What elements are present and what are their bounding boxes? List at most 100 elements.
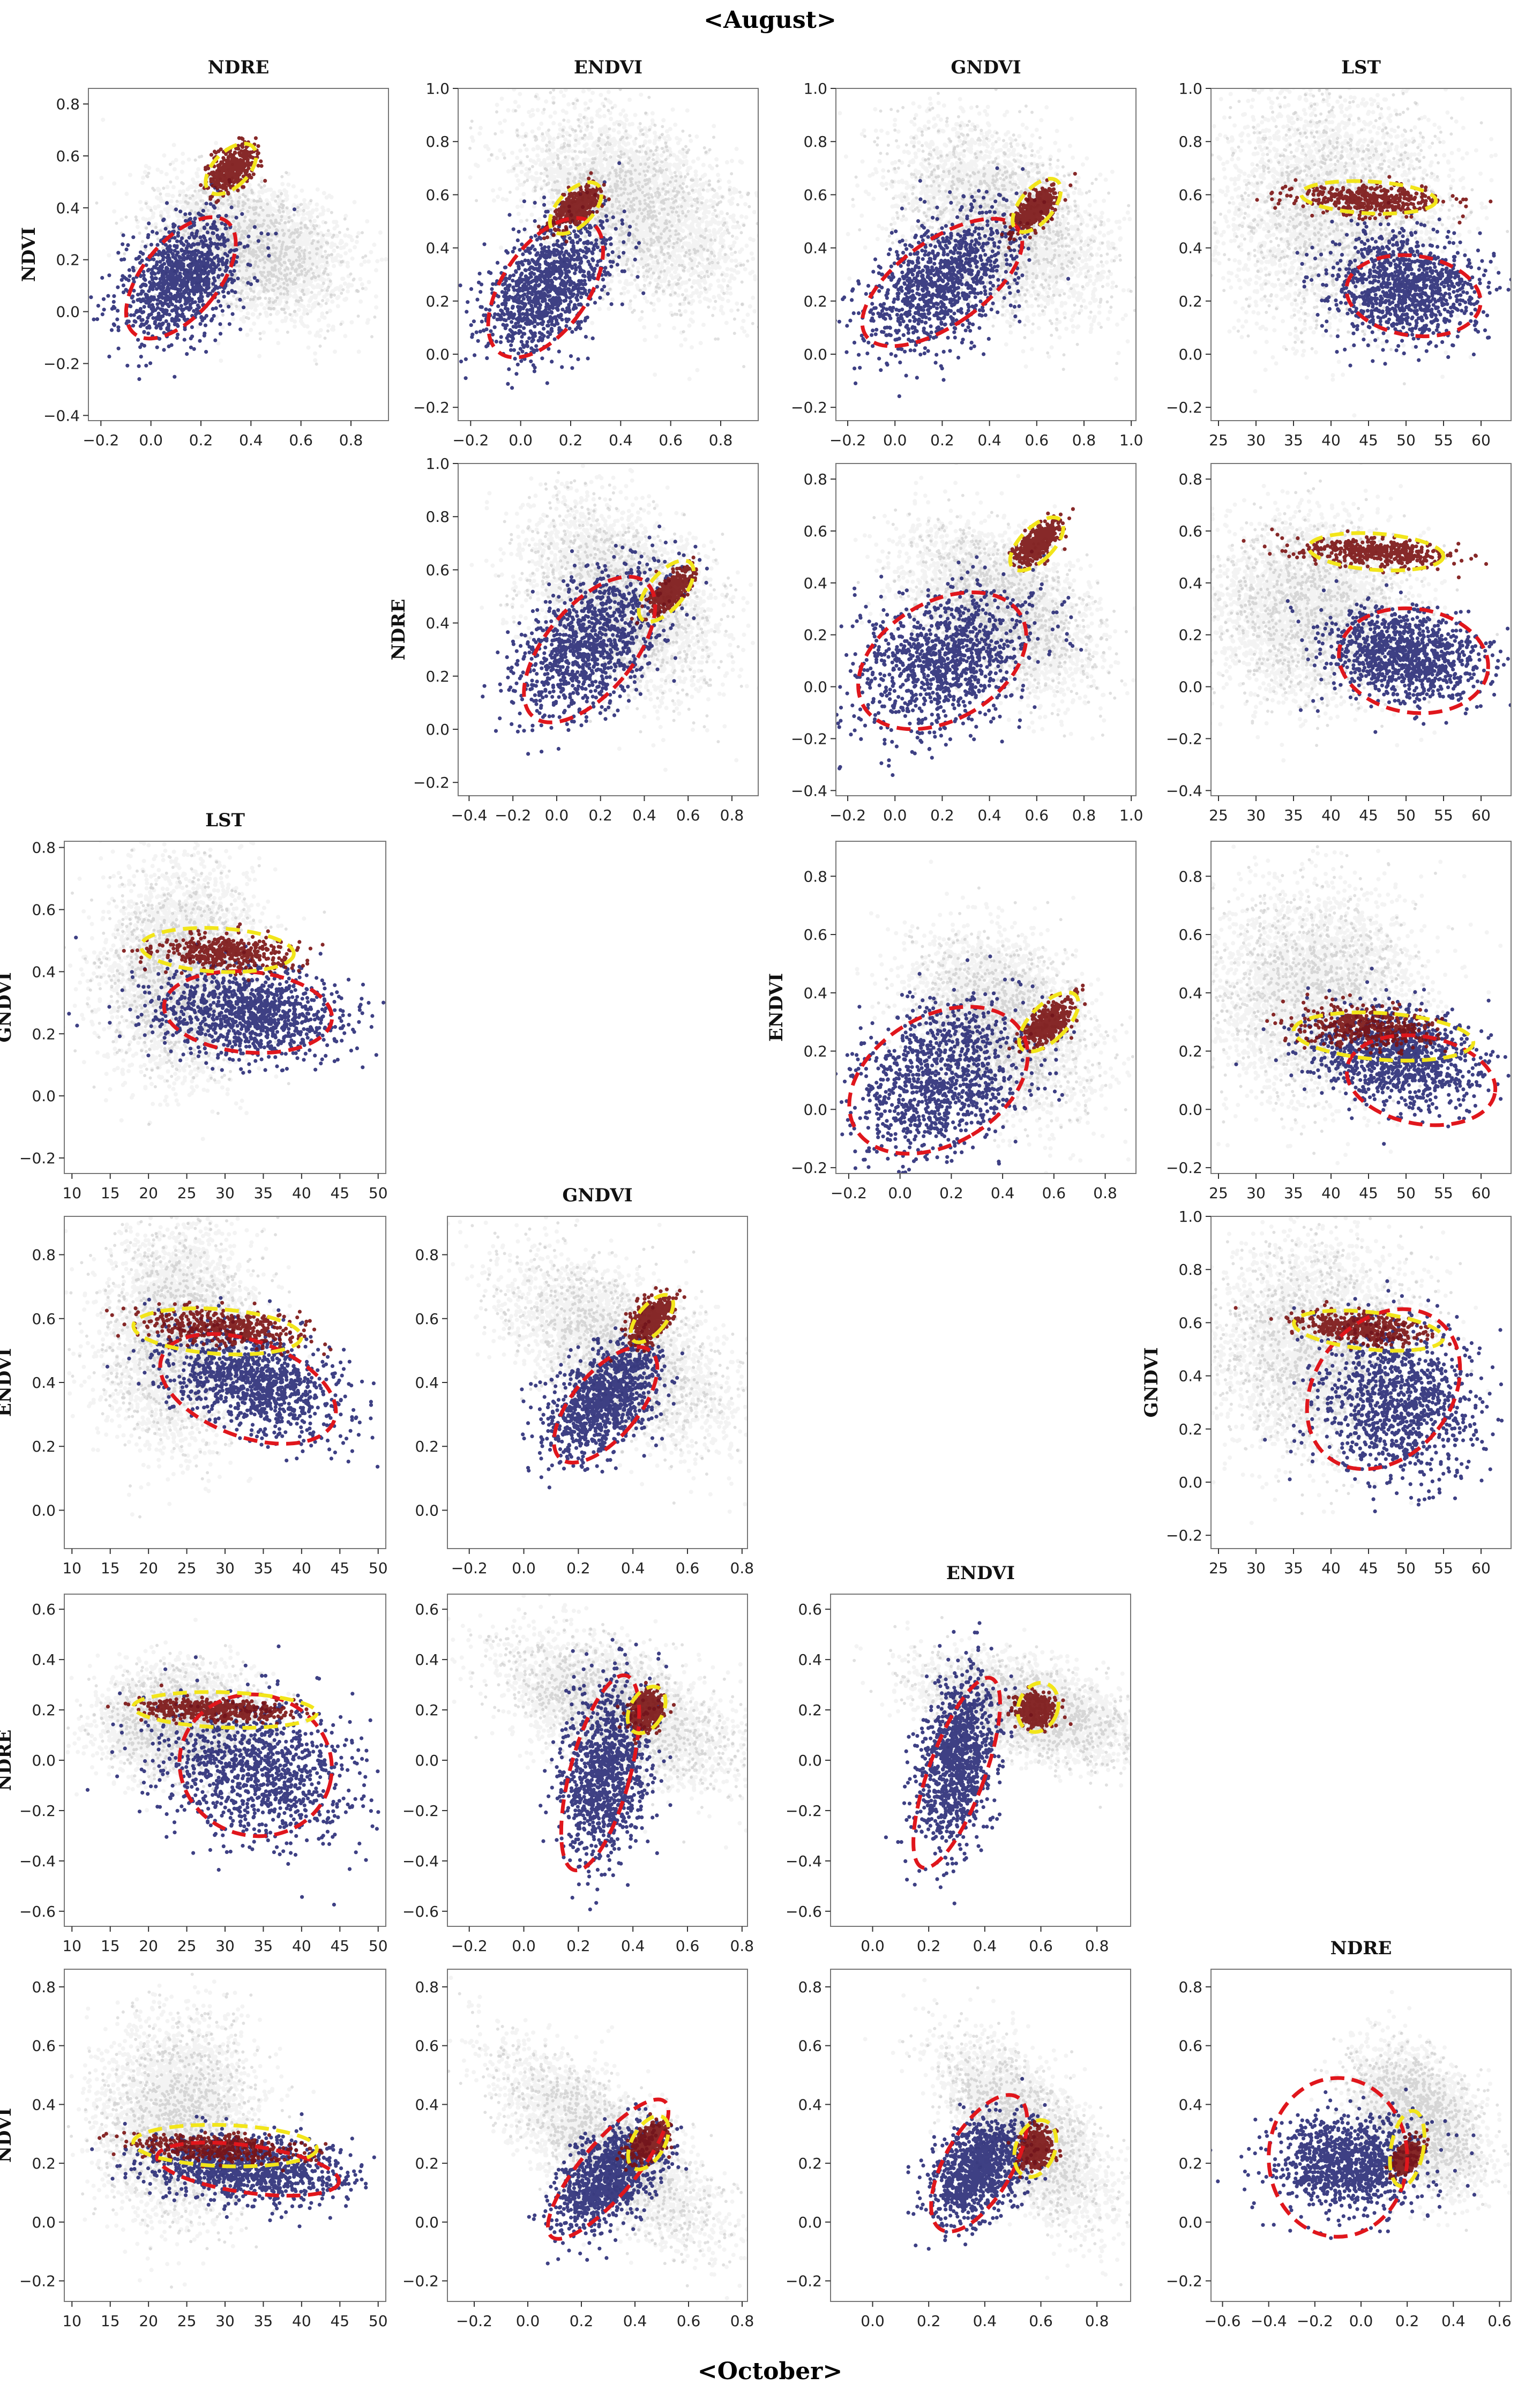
- y-tick-label: 0.0: [415, 1501, 439, 1519]
- x-tick-label: 0.6: [677, 2312, 701, 2330]
- x-tick-label: 0.0: [509, 431, 533, 449]
- x-tick-label: 0.0: [512, 1937, 536, 1955]
- x-tick-label: 45: [1359, 806, 1378, 824]
- x-axis: −0.2 0.0 0.2 0.4 0.6 0.8: [452, 421, 732, 449]
- y-tick-label: −0.2: [1166, 730, 1202, 748]
- x-tick-label: 45: [330, 1937, 349, 1955]
- panel-title: GNDVI: [562, 1185, 632, 1206]
- x-tick-label: 0.6: [1025, 806, 1049, 824]
- x-tick-label: 1.0: [1119, 431, 1143, 449]
- scatter-panel-13: 25 30 35 40 45 50 55 60−0.20.00.20.40.60.81.0GN…: [1141, 1170, 1527, 1577]
- x-tick-label: 55: [1434, 806, 1453, 824]
- x-tick-label: 0.2: [570, 2312, 594, 2330]
- y-tick-label: 0.8: [798, 1978, 822, 1996]
- y-tick-label: −0.2: [413, 399, 450, 416]
- y-tick-label: 0.2: [798, 2155, 822, 2172]
- x-axis: 25 30 35 40 45 50 55 60: [1209, 421, 1491, 449]
- x-tick-label: 30: [215, 1937, 235, 1955]
- y-tick-label: 0.2: [1178, 626, 1202, 644]
- y-tick-label: 0.2: [415, 1701, 439, 1719]
- x-tick-label: 45: [330, 2312, 349, 2330]
- y-tick-label: 0.2: [32, 1025, 56, 1043]
- x-tick-label: 10: [62, 2312, 81, 2330]
- y-tick-label: 0.0: [32, 1087, 56, 1105]
- y-tick-label: −0.2: [19, 2273, 56, 2290]
- x-tick-label: 0.8: [730, 1937, 754, 1955]
- y-tick-label: 0.4: [56, 199, 80, 217]
- x-tick-label: 35: [1284, 806, 1303, 824]
- y-tick-label: 0.6: [798, 2037, 822, 2055]
- x-tick-label: 0.2: [566, 1559, 590, 1577]
- x-tick-label: 0.0: [139, 431, 163, 449]
- y-tick-label: 0.8: [1178, 470, 1202, 488]
- x-tick-label: 30: [1246, 431, 1266, 449]
- x-tick-label: 25: [1209, 1559, 1228, 1577]
- y-tick-label: 0.4: [803, 240, 827, 257]
- scatter-panel-20: −0.6 −0.4 −0.2 0.0 0.2 0.4 0.6−0.20.00.20.40.6…: [1166, 1938, 1528, 2330]
- x-tick-label: 20: [139, 2312, 158, 2330]
- x-axis: 25 30 35 40 45 50 55 60: [1209, 1549, 1491, 1577]
- panel-ylabel: NDVI: [0, 2108, 16, 2163]
- y-tick-label: 0.4: [415, 1651, 439, 1669]
- x-tick-label: 0.0: [545, 806, 569, 824]
- y-tick-label: 0.8: [415, 1978, 439, 1996]
- x-tick-label: 0.8: [730, 1559, 754, 1577]
- y-tick-label: 0.4: [425, 240, 450, 257]
- y-tick-label: 0.2: [1178, 2155, 1202, 2172]
- x-tick-label: 0.4: [623, 2312, 647, 2330]
- scatter-panel-14: 10 15 20 25 30 35 40 45 50−0.6−0.4−0.20.00.20.40…: [0, 1594, 395, 1955]
- y-tick-label: 0.0: [415, 2214, 439, 2231]
- y-tick-label: 0.0: [32, 1752, 56, 1769]
- x-tick-label: 35: [254, 1559, 273, 1577]
- y-axis: −0.6−0.4−0.20.00.20.40.6: [786, 1601, 831, 1920]
- y-tick-label: 0.4: [32, 963, 56, 981]
- x-tick-label: −0.4: [1251, 2312, 1287, 2330]
- x-tick-label: 50: [369, 1184, 388, 1202]
- x-tick-label: 0.6: [289, 431, 313, 449]
- x-tick-label: 30: [215, 2312, 235, 2330]
- y-tick-label: 0.6: [32, 1601, 56, 1618]
- x-tick-label: 0.2: [1395, 2312, 1419, 2330]
- x-axis: −0.2 0.0 0.2 0.4 0.6 0.8: [83, 421, 363, 449]
- x-tick-label: 35: [254, 1937, 273, 1955]
- y-tick-label: 0.0: [1178, 678, 1202, 696]
- y-tick-label: 0.4: [1178, 1367, 1202, 1385]
- y-tick-label: 0.8: [1178, 1261, 1202, 1279]
- y-tick-label: 0.6: [1178, 926, 1202, 944]
- y-axis: −0.20.00.20.40.60.81.0: [413, 80, 458, 416]
- scatter-panel-17: 10 15 20 25 30 35 40 45 50−0.20.00.20.40.60.8NDV…: [0, 1947, 434, 2330]
- x-tick-label: 0.8: [1072, 806, 1096, 824]
- x-tick-label: 15: [101, 2312, 120, 2330]
- y-tick-label: −0.4: [43, 407, 80, 424]
- y-tick-label: 0.6: [56, 147, 80, 165]
- x-tick-label: 0.2: [930, 431, 954, 449]
- y-axis: −0.20.00.20.40.60.8: [402, 1978, 447, 2290]
- x-tick-label: 0.8: [720, 806, 744, 824]
- y-axis: −0.20.00.20.40.60.81.0: [1166, 80, 1211, 416]
- x-tick-label: 0.0: [512, 1559, 536, 1577]
- y-tick-label: −0.2: [413, 774, 450, 791]
- scatter-panel-3: −0.2 0.0 0.2 0.4 0.6 0.8 1.0−0.20.00.20.40.60.…: [791, 45, 1172, 449]
- x-tick-label: 0.4: [239, 431, 263, 449]
- bottom-caption: <October>: [698, 2358, 842, 2385]
- y-axis: −0.4−0.20.00.20.40.60.8: [43, 95, 88, 424]
- y-axis: −0.6−0.4−0.20.00.20.40.6: [19, 1601, 64, 1920]
- x-axis: −0.2 0.0 0.2 0.4 0.6 0.8 1.0: [829, 796, 1143, 824]
- y-tick-label: 0.0: [32, 2214, 56, 2231]
- y-tick-label: 0.0: [32, 1501, 56, 1519]
- y-tick-label: 0.2: [1178, 1043, 1202, 1060]
- y-tick-label: −0.2: [791, 1159, 827, 1177]
- x-tick-label: 0.6: [1042, 1184, 1066, 1202]
- y-tick-label: 0.2: [1178, 1421, 1202, 1438]
- x-tick-label: 50: [369, 2312, 388, 2330]
- x-tick-label: 50: [1396, 1559, 1416, 1577]
- y-tick-label: 0.6: [32, 2037, 56, 2055]
- x-tick-label: 40: [1321, 1559, 1341, 1577]
- x-axis: −0.4 −0.2 0.0 0.2 0.4 0.6 0.8: [451, 796, 744, 824]
- y-tick-label: 0.4: [32, 1374, 56, 1392]
- panel-title: LST: [205, 810, 245, 831]
- x-tick-label: 0.8: [1085, 2312, 1109, 2330]
- x-tick-label: 0.2: [588, 806, 612, 824]
- y-axis: −0.20.00.20.40.60.8: [786, 1978, 831, 2290]
- y-tick-label: 0.6: [1178, 186, 1202, 204]
